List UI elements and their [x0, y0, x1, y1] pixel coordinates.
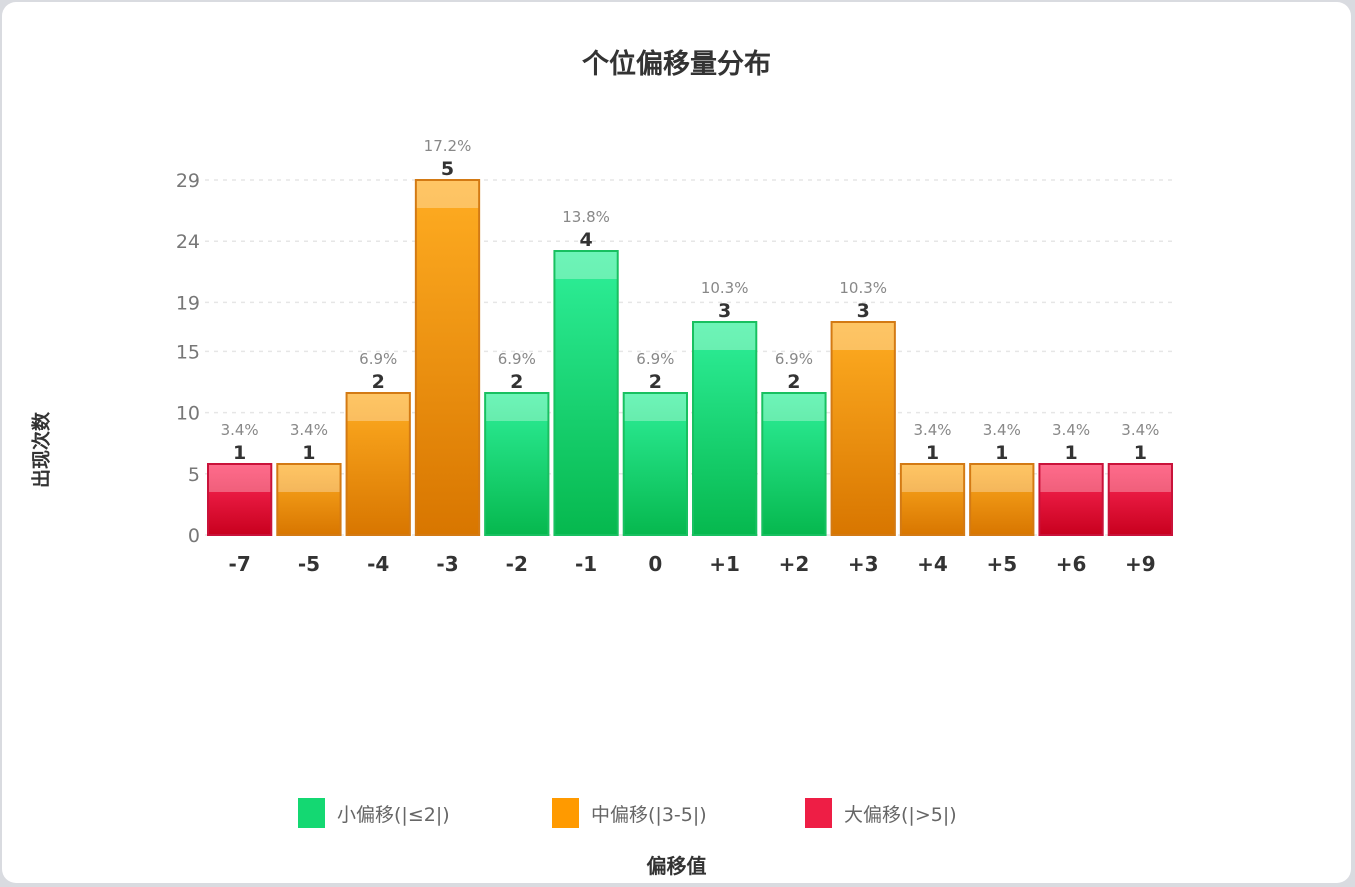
- y-tick-label: 0: [188, 525, 200, 547]
- legend: 小偏移(|≤2|) 中偏移(|3-5|) 大偏移(|>5|): [0, 797, 1355, 829]
- bar-value-label: 2: [510, 371, 523, 393]
- x-tick-label: -4: [367, 552, 389, 576]
- bar-value-label: 1: [926, 442, 939, 464]
- bar-value-label: 3: [857, 300, 870, 322]
- bar-highlight: [694, 323, 756, 350]
- x-tick-label: +2: [779, 552, 810, 576]
- bar-highlight: [624, 394, 686, 421]
- x-tick-label: +9: [1125, 552, 1156, 576]
- y-tick-label: 15: [176, 341, 200, 363]
- bar-value-label: 1: [302, 442, 315, 464]
- bar-value-label: 1: [1134, 442, 1147, 464]
- bar-percent-label: 3.4%: [913, 421, 951, 439]
- bar-percent-label: 6.9%: [498, 350, 536, 368]
- x-tick-label: +3: [848, 552, 879, 576]
- bar-value-label: 1: [1064, 442, 1077, 464]
- bar-percent-label: 6.9%: [636, 350, 674, 368]
- legend-label-medium: 中偏移(|3-5|): [591, 803, 707, 826]
- bar-value-label: 1: [233, 442, 246, 464]
- bar-percent-label: 13.8%: [562, 208, 610, 226]
- bars: 1 3.4% 1 3.4% 2 6.9% 5 17.2% 2 6.9% 4 13.8% 2 6.9% 3 10…: [207, 137, 1173, 536]
- bar-highlight: [209, 465, 271, 492]
- y-axis-ticks: 0 5 10 15 19 24 29: [176, 170, 200, 547]
- bar[interactable]: [692, 321, 758, 536]
- bar-value-label: 2: [787, 371, 800, 393]
- chart-title: 个位偏移量分布: [582, 49, 771, 80]
- bar-value-label: 5: [441, 158, 454, 180]
- bar-value-label: 2: [372, 371, 385, 393]
- bar-percent-label: 6.9%: [359, 350, 397, 368]
- x-axis-ticks: -7 -5 -4 -3 -2 -1 0 +1 +2 +3 +4 +5 +6 +9: [229, 552, 1156, 576]
- y-tick-label: 24: [176, 231, 200, 253]
- x-tick-label: +5: [986, 552, 1017, 576]
- bar-percent-label: 3.4%: [1121, 421, 1159, 439]
- bar-highlight: [486, 394, 548, 421]
- bar-percent-label: 10.3%: [701, 279, 749, 297]
- bar[interactable]: [622, 392, 689, 536]
- bar-value-label: 2: [649, 371, 662, 393]
- bar[interactable]: [830, 321, 896, 536]
- bar-percent-label: 3.4%: [221, 421, 259, 439]
- bar-percent-label: 3.4%: [983, 421, 1021, 439]
- bar-percent-label: 3.4%: [290, 421, 328, 439]
- bar-highlight: [347, 394, 409, 421]
- legend-item-small[interactable]: 小偏移(|≤2|): [298, 797, 450, 829]
- y-tick-label: 10: [176, 403, 200, 425]
- bar[interactable]: [345, 392, 411, 536]
- bar-percent-label: 10.3%: [839, 279, 887, 297]
- bar-highlight: [763, 394, 825, 421]
- x-axis-label: 偏移值: [646, 854, 707, 878]
- x-tick-label: +4: [917, 552, 948, 576]
- y-tick-label: 19: [176, 292, 200, 314]
- bar[interactable]: [207, 463, 273, 536]
- legend-item-large[interactable]: 大偏移(|>5|): [805, 797, 957, 829]
- bar-percent-label: 6.9%: [775, 350, 813, 368]
- legend-item-medium[interactable]: 中偏移(|3-5|): [552, 797, 707, 829]
- x-tick-label: -5: [298, 552, 320, 576]
- bar[interactable]: [761, 392, 827, 536]
- bar-highlight: [416, 181, 479, 208]
- bar-highlight: [555, 252, 617, 279]
- y-tick-label: 5: [188, 464, 200, 486]
- bar-highlight: [971, 465, 1033, 492]
- bar[interactable]: [553, 250, 619, 536]
- legend-swatch-large: [805, 798, 832, 828]
- bar[interactable]: [969, 463, 1035, 536]
- y-tick-label: 29: [176, 170, 200, 192]
- bar-highlight: [832, 323, 894, 350]
- x-tick-label: 0: [648, 552, 662, 576]
- bar-value-label: 3: [718, 300, 731, 322]
- bar-highlight: [1040, 465, 1102, 492]
- bar-value-label: 4: [579, 229, 592, 251]
- bar-value-label: 1: [995, 442, 1008, 464]
- bar[interactable]: [484, 392, 550, 536]
- x-tick-label: -7: [229, 552, 251, 576]
- bar[interactable]: [414, 179, 481, 536]
- x-tick-label: -2: [506, 552, 528, 576]
- bar[interactable]: [899, 463, 966, 536]
- bar-highlight: [1109, 465, 1171, 492]
- legend-swatch-medium: [552, 798, 579, 828]
- bar[interactable]: [1038, 463, 1104, 536]
- x-tick-label: +1: [709, 552, 740, 576]
- bar-highlight: [278, 465, 340, 492]
- bar-highlight: [901, 465, 964, 492]
- x-tick-label: -1: [575, 552, 597, 576]
- bar-percent-label: 3.4%: [1052, 421, 1090, 439]
- x-tick-label: -3: [436, 552, 458, 576]
- bar[interactable]: [1107, 463, 1173, 536]
- legend-label-large: 大偏移(|>5|): [844, 803, 957, 826]
- bar-percent-label: 17.2%: [424, 137, 472, 155]
- x-tick-label: +6: [1056, 552, 1087, 576]
- bar[interactable]: [276, 463, 342, 536]
- legend-swatch-small: [298, 798, 325, 828]
- legend-label-small: 小偏移(|≤2|): [337, 803, 450, 826]
